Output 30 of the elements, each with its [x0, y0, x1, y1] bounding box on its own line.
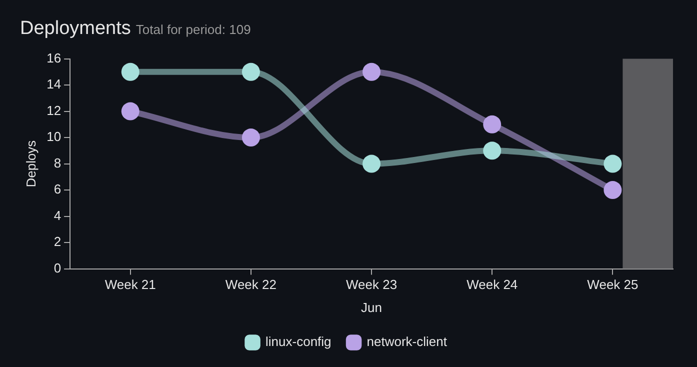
point [604, 181, 622, 200]
x-tick-label: Week 21 [104, 277, 156, 292]
y-tick-label: 10 [46, 129, 62, 144]
point [121, 62, 140, 81]
y-tick-label: 14 [46, 76, 62, 92]
y-tick-label: 16 [46, 50, 62, 66]
x-axis-title: Jun [361, 300, 382, 315]
point [483, 115, 502, 134]
point [483, 142, 502, 160]
point [362, 154, 381, 173]
y-tick-label: 6 [54, 182, 62, 197]
y-axis-title: Deploys [23, 140, 38, 188]
x-tick-label: Week 23 [346, 277, 398, 292]
point [362, 62, 381, 81]
y-tick-label: 2 [54, 234, 62, 250]
x-tick-label: Week 22 [225, 277, 276, 292]
point [121, 102, 140, 120]
y-tick-label: 0 [54, 260, 62, 276]
point [242, 62, 260, 81]
x-tick-label: Week 24 [466, 277, 518, 292]
chart-title: Deployments [20, 18, 131, 39]
x-tick-label: Week 25 [587, 277, 638, 292]
y-tick-label: 8 [54, 155, 62, 170]
legend-label: linux-config [266, 334, 332, 350]
chart-subtitle: Total for period: 109 [136, 22, 251, 37]
point [604, 154, 622, 173]
y-tick-label: 12 [46, 102, 62, 118]
legend-label: network-client [366, 334, 448, 350]
y-tick-label: 4 [54, 208, 62, 223]
point [242, 128, 260, 147]
